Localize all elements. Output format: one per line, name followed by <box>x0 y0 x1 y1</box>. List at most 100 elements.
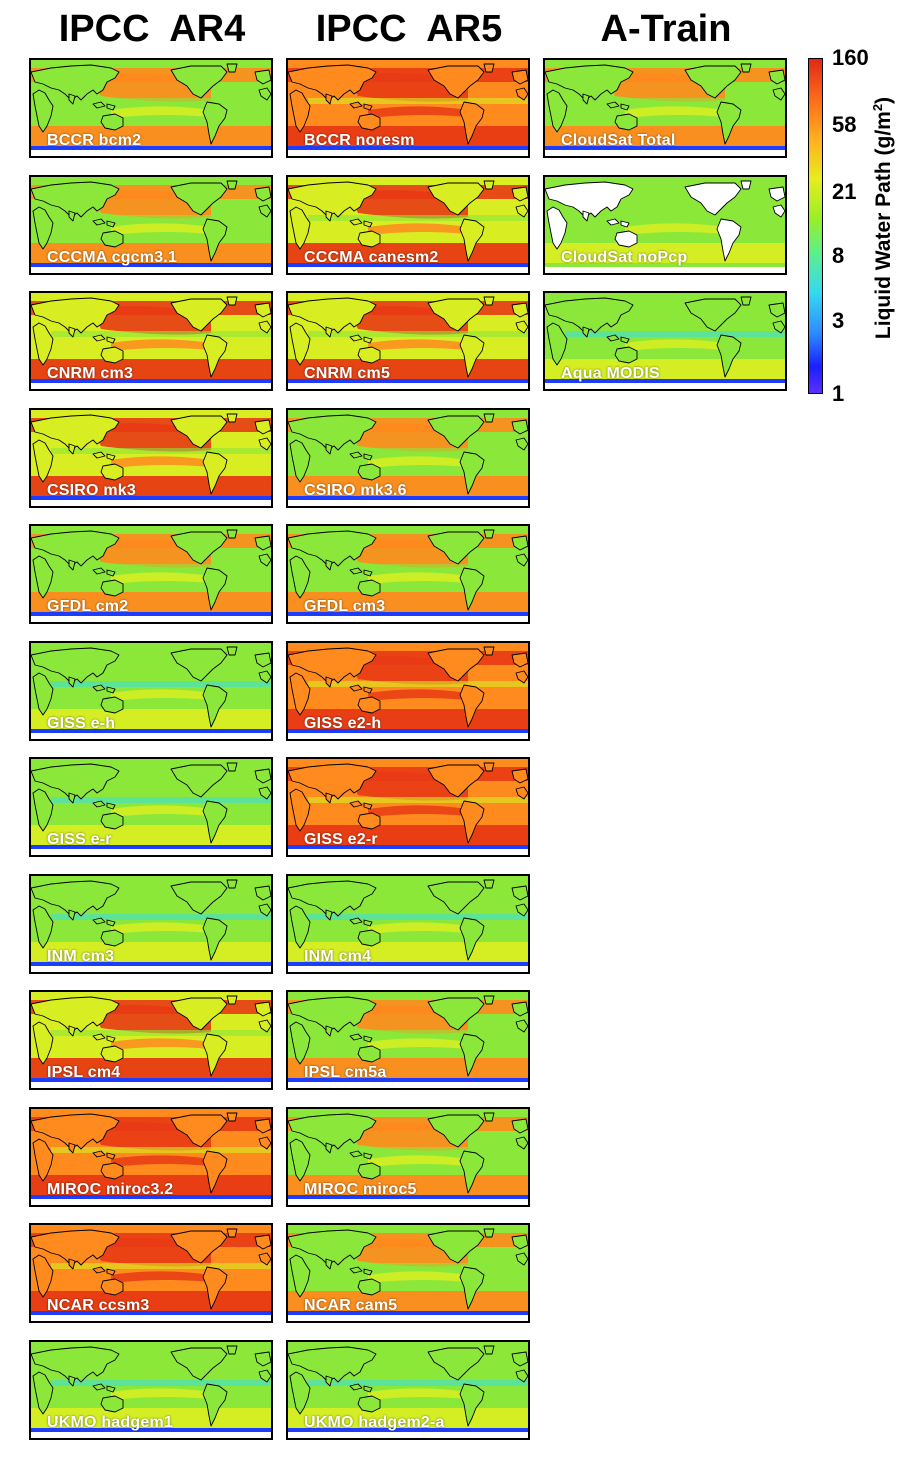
continent-outline <box>92 1266 106 1274</box>
continent-outline <box>226 413 238 423</box>
continent-outline <box>357 113 381 131</box>
continent-outline <box>357 346 381 364</box>
continent-outline <box>254 302 271 318</box>
continent-outline <box>511 419 528 435</box>
continent-outline <box>254 69 271 85</box>
continent-outline <box>32 1138 54 1182</box>
continent-outline <box>31 763 120 800</box>
panel-label: GISS e2-h <box>304 715 382 732</box>
continent-outline <box>546 322 568 366</box>
continent-outline <box>100 1162 124 1180</box>
continent-outline <box>325 1258 333 1270</box>
continent-outline <box>92 101 106 109</box>
continent-outline <box>170 415 228 449</box>
column-title-ar5: IPCC AR5 <box>315 8 503 50</box>
continent-outline <box>92 800 106 808</box>
continent-outline <box>483 63 495 73</box>
panel-label: MIROC miroc3.2 <box>47 1181 174 1198</box>
continent-outline <box>427 415 485 449</box>
map-field <box>288 177 528 273</box>
continent-outline <box>349 567 363 575</box>
map-field <box>31 643 271 739</box>
continent-outline <box>258 1136 271 1150</box>
continent-outline <box>545 297 634 334</box>
continent-outline <box>202 101 228 145</box>
panel-label: CCCMA canesm2 <box>304 249 439 266</box>
continent-outline <box>289 1254 311 1298</box>
continent-outline <box>226 63 238 73</box>
map-field <box>31 876 271 972</box>
continent-outline <box>582 93 590 105</box>
continent-outline <box>716 101 742 145</box>
continent-outline <box>258 320 271 334</box>
continent-outline <box>31 414 120 451</box>
continent-outline <box>614 113 638 131</box>
continent-outline <box>202 684 228 728</box>
map-panel: NCAR ccsm3 <box>29 1223 273 1323</box>
continent-outline <box>289 555 311 599</box>
continent-outline <box>106 1268 116 1276</box>
panel-label: CSIRO mk3 <box>47 482 136 499</box>
continent-outline <box>546 206 568 250</box>
continent-outline <box>68 93 76 105</box>
map-panel: GISS e-r <box>29 757 273 857</box>
continent-outline <box>483 879 495 889</box>
continent-outline <box>100 812 124 830</box>
continent-outline <box>483 995 495 1005</box>
continent-outline <box>363 1385 373 1393</box>
continent-outline <box>32 1021 54 1065</box>
continent-outline <box>32 439 54 483</box>
map-field <box>31 526 271 622</box>
continent-outline <box>288 1346 377 1383</box>
colorbar-tick-label: 160 <box>832 45 869 70</box>
continent-outline <box>349 334 363 342</box>
continent-outline <box>92 451 106 459</box>
continent-outline <box>515 670 528 684</box>
map-panel: Aqua MODIS <box>543 291 787 391</box>
continent-outline <box>515 1019 528 1033</box>
continent-outline <box>349 684 363 692</box>
continent-outline <box>349 1383 363 1391</box>
continent-outline <box>363 686 373 694</box>
map-panel: GISS e-h <box>29 641 273 741</box>
map-field <box>288 293 528 389</box>
map-panel: MIROC miroc3.2 <box>29 1107 273 1207</box>
continent-outline <box>684 298 742 332</box>
continent-outline <box>325 1025 333 1037</box>
panel-label: GISS e2-r <box>304 831 378 848</box>
continent-outline <box>515 320 528 334</box>
continent-outline <box>684 182 742 216</box>
panel-label: GFDL cm2 <box>47 598 129 615</box>
continent-outline <box>202 1150 228 1194</box>
continent-outline <box>258 87 271 101</box>
continent-outline <box>289 905 311 949</box>
continent-outline <box>716 334 742 378</box>
panel-label: INM cm3 <box>47 948 115 965</box>
continent-outline <box>288 647 377 684</box>
continent-outline <box>254 419 271 435</box>
continent-outline <box>68 1025 76 1037</box>
continent-outline <box>483 762 495 772</box>
continent-outline <box>363 1268 373 1276</box>
continent-outline <box>92 567 106 575</box>
continent-outline <box>100 230 124 248</box>
continent-outline <box>515 437 528 451</box>
continent-outline <box>202 451 228 495</box>
continent-outline <box>363 1035 373 1043</box>
continent-outline <box>511 768 528 784</box>
continent-outline <box>545 64 634 101</box>
continent-outline <box>546 89 568 133</box>
panel-label: IPSL cm5a <box>304 1064 387 1081</box>
continent-outline <box>515 903 528 917</box>
continent-outline <box>106 686 116 694</box>
continent-outline <box>31 1346 120 1383</box>
continent-outline <box>100 696 124 714</box>
continent-outline <box>170 881 228 915</box>
map-field <box>288 526 528 622</box>
continent-outline <box>511 186 528 202</box>
continent-outline <box>100 929 124 947</box>
map-panel: CloudSat noPcp <box>543 175 787 275</box>
continent-outline <box>349 1266 363 1274</box>
continent-outline <box>459 1033 485 1077</box>
continent-outline <box>32 1254 54 1298</box>
